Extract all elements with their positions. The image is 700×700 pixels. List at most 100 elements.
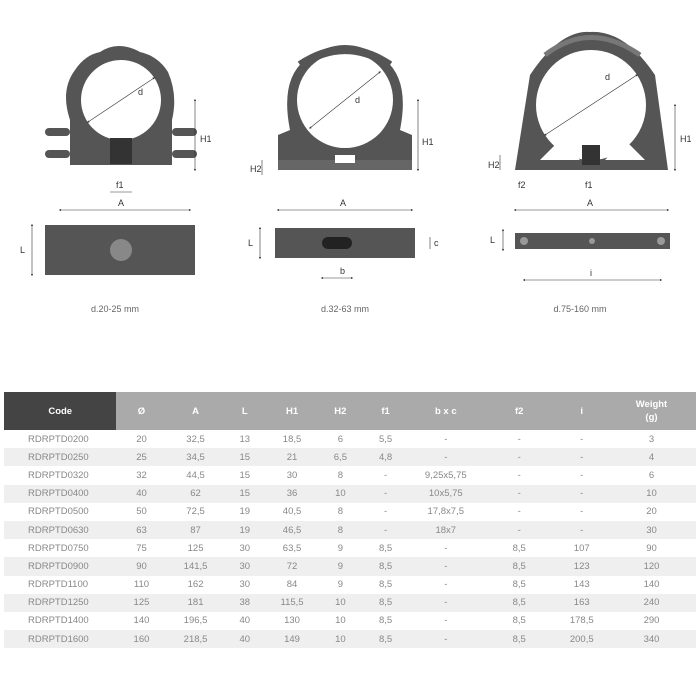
table-cell: - [361, 484, 410, 503]
table-cell: 10x5,75 [409, 484, 482, 503]
table-cell: 20 [136, 433, 147, 445]
table-cell: RDRPTD1250 [4, 593, 117, 612]
table-cell: 40 [116, 484, 167, 503]
column-header: H2 [319, 392, 362, 430]
table-cell: 19 [224, 520, 265, 540]
label-h1: H1 [200, 134, 212, 144]
table-cell: 218,5 [166, 630, 225, 649]
table-cell: 140 [643, 579, 660, 591]
table-cell: 6 [648, 469, 655, 481]
table-cell: 40,5 [282, 506, 302, 518]
caption-medium: d.32-63 mm [320, 304, 370, 314]
table-cell: 8,5 [512, 579, 526, 591]
table-header: Code Ø A L H1 H2 f1 b x c f2 i Weight (g) [4, 392, 696, 430]
table-cell: - [409, 593, 482, 612]
table-cell: 200,5 [556, 630, 607, 649]
table-cell: - [361, 520, 410, 540]
table-cell: 8,5 [361, 630, 410, 649]
table-cell: 62 [166, 484, 225, 503]
table-cell: 46,5 [264, 520, 320, 540]
label-d: d [605, 72, 610, 82]
table-cell: 21 [264, 448, 320, 467]
table-cell: 149 [264, 630, 320, 649]
caption-small: d.20-25 mm [90, 304, 140, 314]
table-cell: - [444, 542, 448, 554]
table-cell: 30 [606, 520, 696, 540]
table-cell: 143 [573, 579, 590, 591]
table-cell: 72,5 [186, 506, 205, 518]
table-cell: 30 [224, 557, 265, 576]
table-cell: 36 [264, 484, 320, 503]
table-cell: 130 [284, 615, 300, 627]
table-cell: 90 [116, 557, 167, 576]
table-cell: 125 [187, 542, 204, 554]
table-cell: - [409, 557, 482, 576]
table-cell: 44,5 [186, 469, 205, 481]
table-cell: 4,8 [361, 448, 410, 467]
table-cell: 8,5 [379, 615, 393, 627]
table-cell: 9 [337, 542, 344, 554]
table-cell: RDRPTD0750 [28, 542, 89, 554]
table-cell: 340 [606, 630, 696, 649]
table-cell: 63 [116, 520, 167, 540]
table-cell: - [517, 469, 521, 481]
table-cell: 30 [239, 542, 251, 554]
table-cell: 13 [239, 433, 251, 445]
label-h1: H1 [422, 137, 434, 147]
table-cell: RDRPTD0200 [28, 433, 89, 445]
table-cell: - [556, 484, 607, 503]
table-cell: - [580, 469, 584, 481]
table-cell: 15 [224, 448, 265, 467]
table-cell: 8,5 [481, 557, 557, 576]
label-h1: H1 [680, 134, 692, 144]
table-row: RDRPTD1250 125 181 38 115,5 10 8,5-8,5 163 240 [4, 593, 696, 612]
table-cell: - [517, 506, 521, 518]
table-row: RDRPTD0900 90 141,5 30 72 9 8,5-8,5 123 120 [4, 557, 696, 576]
table-cell: 162 [187, 579, 204, 591]
table-cell: 123 [556, 557, 607, 576]
label-d: d [355, 95, 360, 105]
label-f1: f1 [116, 180, 124, 190]
table-cell: RDRPTD0500 [28, 506, 89, 518]
table-cell: 107 [573, 542, 590, 554]
table-cell: 115,5 [264, 593, 320, 612]
table-cell: RDRPTD0250 [4, 448, 117, 467]
table-cell: 181 [166, 593, 225, 612]
table-cell: 9 [319, 557, 362, 576]
table-cell: 9 [337, 579, 344, 591]
table-cell: 8,5 [361, 593, 410, 612]
label-d: d [138, 87, 143, 97]
table-cell: 8,5 [379, 542, 393, 554]
spec-table: Code Ø A L H1 H2 f1 b x c f2 i Weight (g) RDRPTD02… [4, 392, 696, 649]
table-row: RDRPTD0400 40 62 15 36 10-10x5,75- -10 [4, 484, 696, 503]
table-cell: 90 [646, 542, 657, 554]
label-a: A [587, 198, 593, 208]
table-cell: 8,5 [481, 593, 557, 612]
table-cell: - [556, 520, 607, 540]
table-cell: 30 [239, 579, 251, 591]
label-b: b [340, 266, 345, 276]
table-cell: RDRPTD1400 [28, 615, 89, 627]
table-cell: RDRPTD0320 [28, 469, 89, 481]
table-cell: 87 [166, 520, 225, 540]
table-cell: - [481, 484, 557, 503]
table-cell: - [384, 469, 388, 481]
table-cell: 32,5 [186, 433, 205, 445]
table-cell: 141,5 [166, 557, 225, 576]
table-row: RDRPTD0750 75 125 30 63,5 9 8,5 - 8,5 107 90 [4, 539, 696, 557]
column-header: A [166, 392, 225, 430]
column-header: f2 [481, 392, 557, 430]
table-cell: 18x7 [409, 520, 482, 540]
table-row: RDRPTD0500 50 72,5 19 40,5 8 - 17,8x7,5 - - 20 [4, 503, 696, 521]
table-cell: 10 [319, 630, 362, 649]
table-row: RDRPTD0320 32 44,5 15 30 8 - 9,25x5,75 - - 6 [4, 466, 696, 484]
table-cell: 160 [116, 630, 167, 649]
label-l: L [490, 235, 495, 245]
table-row: RDRPTD0250 25 34,5 15 21 6,5 4,8- - -4 [4, 448, 696, 467]
table-cell: 10 [319, 484, 362, 503]
table-cell: 9,25x5,75 [424, 469, 467, 481]
table-cell: RDRPTD1600 [4, 630, 117, 649]
table-cell: 8 [337, 506, 344, 518]
table-cell: 84 [286, 579, 298, 591]
table-cell: 8,5 [512, 542, 526, 554]
